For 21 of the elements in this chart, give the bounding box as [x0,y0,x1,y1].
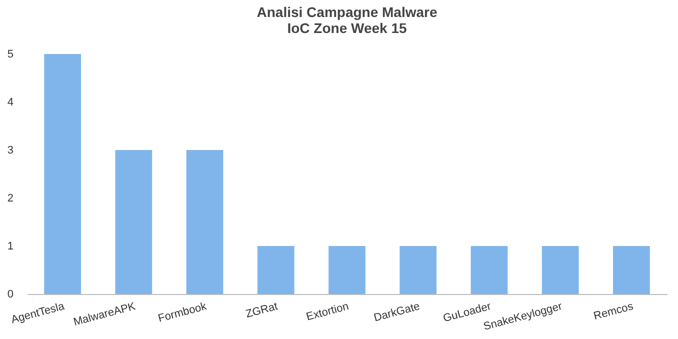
y-tick-label: 1 [7,240,14,252]
y-tick-label: 0 [7,288,14,300]
y-tick-label: 2 [7,192,14,204]
bar [257,246,294,294]
chart-subtitle: IoC Zone Week 15 [287,20,407,36]
bar [400,246,437,294]
y-tick-label: 5 [7,48,14,60]
bar [44,54,81,294]
x-tick-label: ZGRat [244,300,279,320]
bar [542,246,579,294]
bar [613,246,650,294]
x-tick-label: Remcos [592,300,636,323]
bar [115,150,152,294]
x-tick-label: DarkGate [372,300,422,324]
bar [186,150,224,294]
bar [470,246,508,294]
y-tick-label: 4 [7,96,14,108]
chart-title: Analisi Campagne Malware [256,4,438,20]
x-tick-label: Extortion [305,300,350,324]
y-tick-label: 3 [7,144,14,156]
bar [328,246,366,294]
